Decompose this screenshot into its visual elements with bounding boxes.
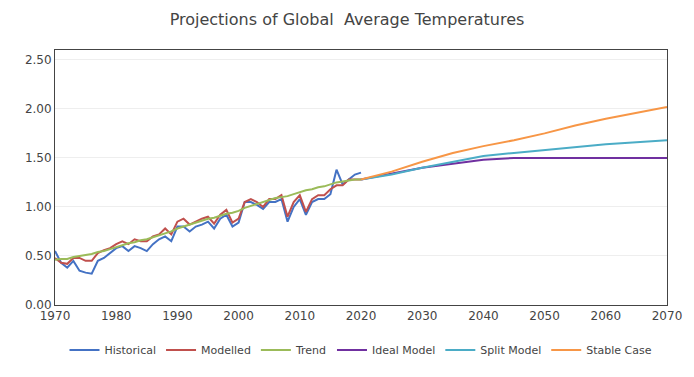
svg-text:Split Model: Split Model: [480, 344, 541, 357]
svg-text:2050: 2050: [529, 309, 560, 323]
svg-text:Ideal Model: Ideal Model: [372, 344, 435, 357]
svg-text:Historical: Historical: [105, 344, 157, 357]
svg-text:1980: 1980: [101, 309, 132, 323]
svg-text:2.00: 2.00: [25, 102, 52, 116]
svg-text:2060: 2060: [591, 309, 622, 323]
svg-text:1970: 1970: [40, 309, 71, 323]
svg-text:Projections of Global Average: Projections of Global Average Temperatur…: [170, 10, 525, 29]
svg-text:1990: 1990: [162, 309, 193, 323]
svg-text:2030: 2030: [407, 309, 438, 323]
svg-text:2040: 2040: [468, 309, 499, 323]
svg-text:Modelled: Modelled: [201, 344, 251, 357]
svg-text:0.50: 0.50: [25, 249, 52, 263]
svg-text:2070: 2070: [652, 309, 683, 323]
svg-text:1.00: 1.00: [25, 200, 52, 214]
svg-text:2010: 2010: [285, 309, 316, 323]
svg-text:Stable Case: Stable Case: [586, 344, 651, 357]
svg-text:Trend: Trend: [295, 344, 326, 357]
svg-text:2000: 2000: [223, 309, 254, 323]
svg-text:1.50: 1.50: [25, 151, 52, 165]
svg-text:2020: 2020: [346, 309, 377, 323]
svg-text:2.50: 2.50: [25, 53, 52, 67]
svg-text:0.00: 0.00: [25, 298, 52, 312]
